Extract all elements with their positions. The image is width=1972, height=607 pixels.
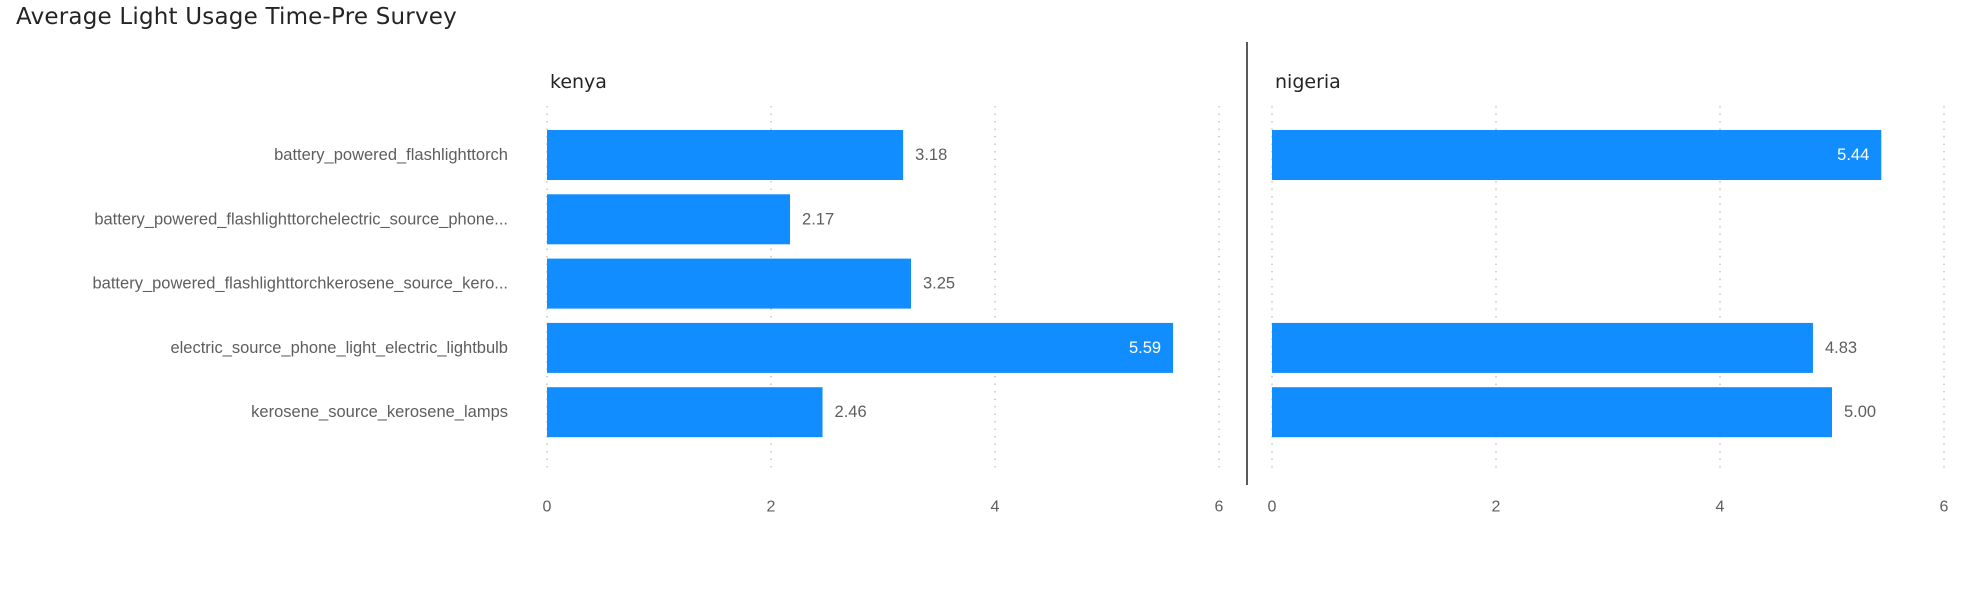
x-tick-label: 2 — [1492, 499, 1501, 516]
data-label: 3.25 — [923, 275, 955, 293]
bar-kenya — [547, 194, 791, 245]
bar-kenya — [547, 130, 904, 180]
x-tick-label: 6 — [1215, 499, 1224, 516]
data-label: 2.17 — [802, 210, 834, 228]
bar-nigeria — [1272, 322, 1813, 373]
chart-title: Average Light Usage Time-Pre Survey — [16, 4, 457, 30]
data-label: 5.59 — [1129, 339, 1161, 357]
x-tick-label: 4 — [1716, 499, 1725, 516]
data-label: 2.46 — [835, 403, 867, 421]
category-label: battery_powered_flashlighttorchkerosene_… — [93, 275, 509, 293]
bar-kenya — [547, 387, 823, 438]
panel-title-kenya: kenya — [550, 71, 607, 93]
data-label: 4.83 — [1825, 339, 1857, 357]
data-label: 5.44 — [1837, 146, 1869, 164]
category-label: battery_powered_flashlighttorch — [274, 146, 508, 164]
panel-title-nigeria: nigeria — [1275, 71, 1341, 93]
bar-nigeria — [1272, 387, 1832, 438]
x-tick-label: 4 — [991, 499, 1000, 516]
bar-nigeria — [1272, 130, 1882, 180]
category-label: battery_powered_flashlighttorchelectric_… — [94, 210, 508, 228]
x-tick-label: 2 — [767, 499, 776, 516]
data-label: 3.18 — [915, 146, 947, 164]
x-tick-label: 6 — [1940, 499, 1949, 516]
bar-kenya — [547, 322, 1174, 373]
data-label: 5.00 — [1844, 403, 1876, 421]
category-label: kerosene_source_kerosene_lamps — [251, 403, 508, 421]
bar-kenya — [547, 258, 911, 309]
x-tick-label: 0 — [543, 499, 552, 516]
category-label: electric_source_phone_light_electric_lig… — [170, 339, 508, 357]
x-tick-label: 0 — [1268, 499, 1277, 516]
